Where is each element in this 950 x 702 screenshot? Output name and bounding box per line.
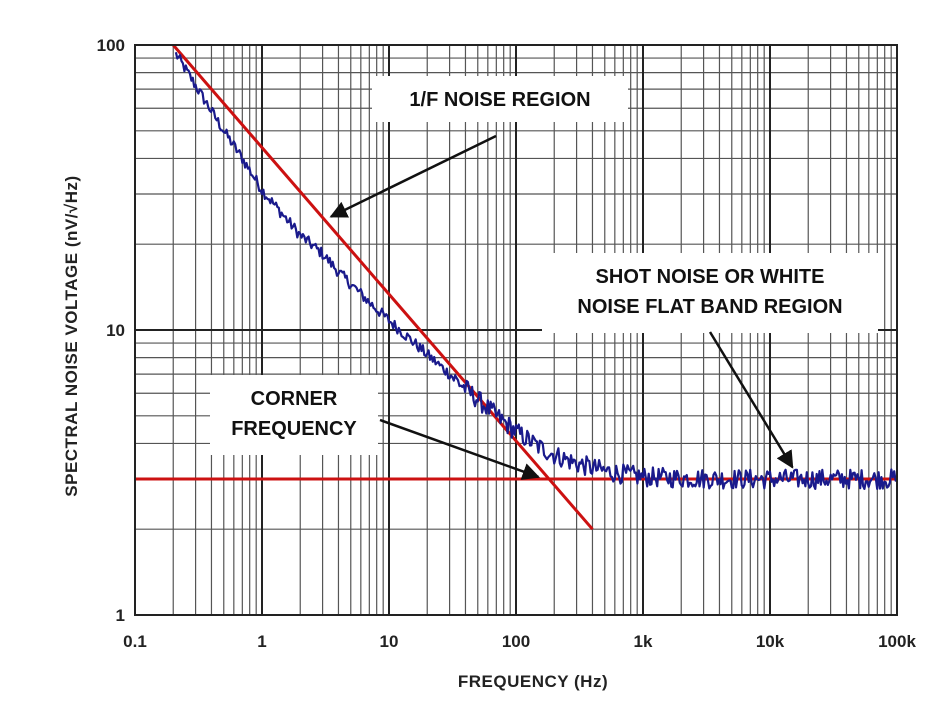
annotations: 1/F NOISE REGION SHOT NOISE OR WHITE NOISE… xyxy=(210,76,878,480)
y-tick-label: 100 xyxy=(97,36,125,55)
x-tick-label: 100k xyxy=(878,632,916,651)
annotation-shot-noise-region: SHOT NOISE OR WHITE NOISE FLAT BAND REGIO… xyxy=(542,253,878,469)
x-tick-label: 10k xyxy=(756,632,785,651)
annotation-box xyxy=(542,253,878,333)
y-tick-label: 1 xyxy=(116,606,125,625)
y-tick-label: 10 xyxy=(106,321,125,340)
x-tick-label: 10 xyxy=(380,632,399,651)
x-tick-label: 1 xyxy=(257,632,266,651)
annotation-box xyxy=(372,76,628,122)
annotation-text: 1/F NOISE REGION xyxy=(409,89,590,111)
annotation-corner-frequency: CORNER FREQUENCY xyxy=(210,375,541,480)
one-over-f-asymptote-line xyxy=(172,44,594,531)
annotation-text: SHOT NOISE OR WHITE xyxy=(596,266,825,288)
x-tick-label: 100 xyxy=(502,632,530,651)
annotation-arrow xyxy=(708,331,794,469)
annotation-arrow xyxy=(329,134,497,218)
measured-noise-trace xyxy=(174,51,897,490)
annotation-arrow xyxy=(379,418,541,480)
x-tick-label: 0.1 xyxy=(123,632,147,651)
tick-labels: 0.1 1 10 100 1k 10k 100k 1 10 100 xyxy=(97,36,917,651)
annotation-box xyxy=(210,375,378,455)
annotation-text: CORNER xyxy=(251,388,338,410)
plot-frame xyxy=(134,44,898,616)
series-layer xyxy=(135,44,897,531)
annotation-1f-noise-region: 1/F NOISE REGION xyxy=(329,76,628,218)
annotation-text: FREQUENCY xyxy=(231,418,357,440)
y-axis-title: SPECTRAL NOISE VOLTAGE (nV/√Hz) xyxy=(62,175,81,496)
x-tick-label: 1k xyxy=(634,632,653,651)
x-axis-title: FREQUENCY (Hz) xyxy=(458,672,608,691)
annotation-text: NOISE FLAT BAND REGION xyxy=(577,296,842,318)
